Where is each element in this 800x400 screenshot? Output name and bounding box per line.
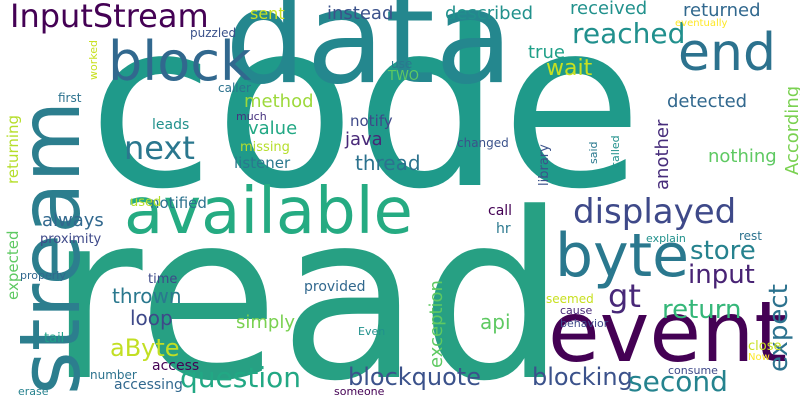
word-first: first [58,91,82,105]
word-end: end [678,23,776,83]
word-simply: simply [236,312,295,333]
word-nothing: nothing [708,146,777,167]
word-seemed: seemed [546,292,594,306]
word-cause: cause [560,304,593,317]
word-returning: returning [4,114,22,184]
word-blocking: blocking [532,363,633,391]
word-time: time [148,272,178,287]
word-available: available [124,175,413,249]
word-displayed: displayed [573,192,737,232]
word-expect: expect [764,284,794,372]
word-input: input [688,260,755,290]
word-someone: someone [334,385,385,398]
word-explain: explain [646,232,686,245]
word-another: another [652,119,673,190]
word-eventually: eventually [675,18,728,29]
word-gt: gt [608,277,641,315]
word-abyte: aByte [110,334,180,362]
word-second: second [628,365,728,398]
word-block: block [108,30,252,93]
word-event: event [548,283,788,381]
word-called: called [609,135,622,168]
word-proximity: proximity [40,232,102,247]
word-leads: leads [152,117,190,133]
word-two: TWO [388,69,420,84]
word-returned: returned [683,0,761,21]
word-method: method [244,91,314,112]
word-sent: sent [250,4,285,23]
word-loop: loop [130,306,173,330]
word-much: much [236,110,267,123]
word-changed: changed [457,136,509,150]
word-provided: provided [304,279,366,295]
word-missing: missing [240,140,290,155]
word-question: question [180,361,301,394]
word-api: api [480,310,511,334]
word-consume: consume [668,364,718,377]
word-detected: detected [667,91,748,112]
word-return: return [662,295,742,325]
word-behavior: behavior [560,317,609,330]
word-expected: expected [4,230,22,300]
word-hr: hr [496,221,511,237]
word-code: code [88,0,643,240]
word-said: said [587,141,600,164]
word-now: Now [748,352,770,363]
word-listener: listener [234,154,291,172]
word-use: use [391,57,413,71]
word-library: library [537,144,552,186]
word-byte: byte [555,221,690,291]
word-thrown: thrown [112,284,182,308]
word-received: received [570,0,648,19]
word-reached: reached [572,17,686,50]
word-always: always [42,210,104,231]
word-thread: thread [355,151,421,175]
word-close: close [748,339,782,354]
word-rest: rest [739,229,763,243]
word-number: number [90,368,137,382]
word-even: Even [358,325,386,338]
word-used: used [130,195,162,210]
word-instead: instead [327,3,394,24]
word-caller: caller [218,81,251,95]
word-store: store [690,236,756,266]
word-blockquote: blockquote [348,363,481,391]
word-described: described [445,3,534,24]
word-call: call [488,203,513,219]
word-true: true [528,42,565,63]
word-java: java [345,129,383,150]
word-data: data [225,0,514,113]
word-exception: exception [426,280,447,368]
word-worked: worked [87,40,100,80]
word-erase: erase [18,385,49,398]
word-wait: wait [546,56,593,81]
word-access: access [152,358,200,374]
word-inputstream: InputStream [10,0,209,35]
word-value: value [248,118,298,139]
word-according: According [782,85,800,175]
word-puzzled: puzzled [190,26,237,40]
word-read: read [48,165,566,400]
word-properly: properly [20,269,66,282]
word-accessing: accessing [114,377,183,393]
word-tail: tail [44,331,65,346]
word-notify: notify [350,112,393,130]
word-next: next [124,129,195,167]
word-notified: notified [150,194,207,212]
